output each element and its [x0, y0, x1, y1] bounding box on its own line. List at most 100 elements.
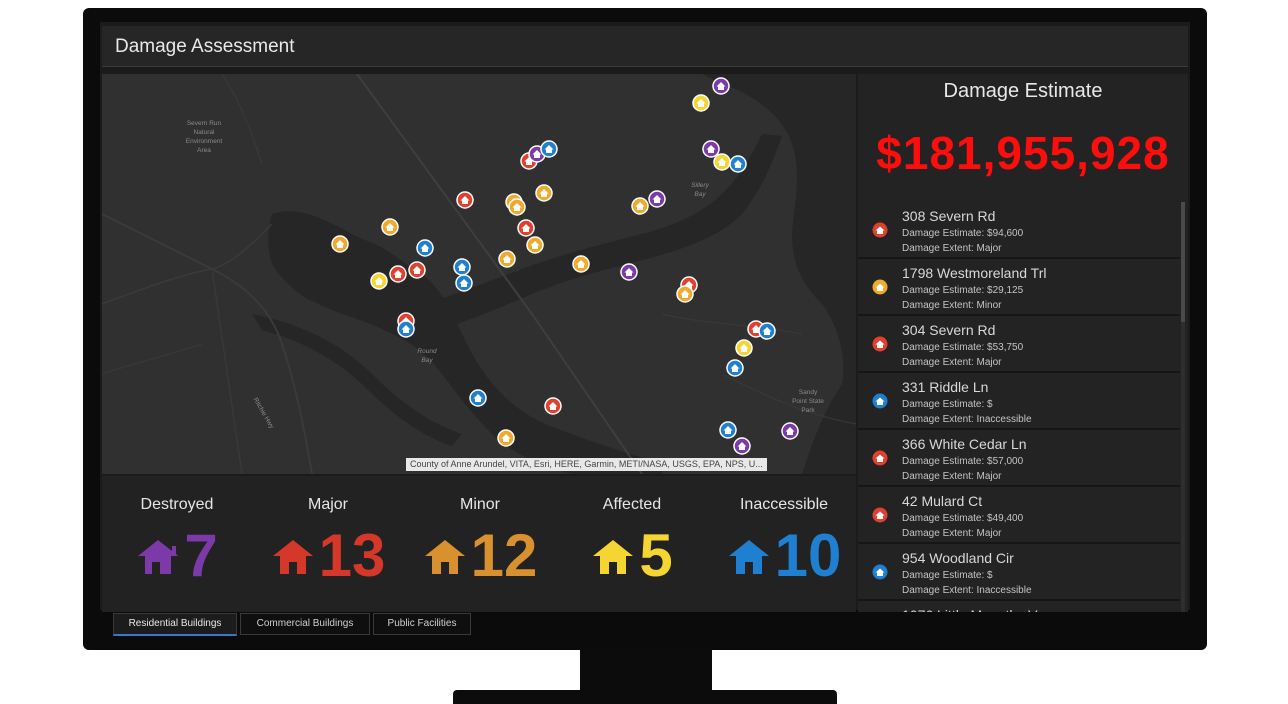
tab-public-facilities[interactable]: Public Facilities [373, 613, 471, 635]
list-item-address: 366 White Cedar Ln [902, 436, 1027, 452]
damage-marker-affected[interactable] [370, 272, 388, 290]
damage-marker-icon [872, 393, 888, 409]
damage-marker-inaccessible[interactable] [729, 155, 747, 173]
list-item-extent: Damage Extent: Major [902, 243, 1002, 254]
damage-marker-minor[interactable] [508, 198, 526, 216]
monitor-stand-neck [580, 648, 712, 692]
house-icon [272, 540, 313, 574]
app-title: Damage Assessment [115, 36, 295, 57]
damage-marker-minor[interactable] [631, 197, 649, 215]
damage-marker-inaccessible[interactable] [453, 258, 471, 276]
water-inlet [252, 314, 462, 446]
list-item-address: 42 Mulard Ct [902, 493, 983, 509]
stat-label: Affected [602, 496, 662, 513]
damage-marker-affected[interactable] [713, 153, 731, 171]
damage-marker-minor[interactable] [331, 235, 349, 253]
damage-marker-destroyed[interactable] [781, 422, 799, 440]
damage-marker-icon [872, 564, 888, 580]
damage-marker-inaccessible[interactable] [469, 389, 487, 407]
damage-marker-destroyed[interactable] [648, 190, 666, 208]
tab-residential-buildings[interactable]: Residential Buildings [113, 613, 237, 636]
list-item[interactable]: 1076 Little Magothy Vw [858, 601, 1180, 612]
stat-label: Minor [459, 496, 500, 513]
damage-marker-inaccessible[interactable] [397, 320, 415, 338]
list-item-address: 1076 Little Magothy Vw [902, 607, 1048, 612]
damage-marker-major[interactable] [544, 397, 562, 415]
damage-marker-affected[interactable] [735, 339, 753, 357]
damage-marker-minor[interactable] [676, 285, 694, 303]
monitor-stand-base [453, 690, 837, 704]
damage-marker-major[interactable] [389, 265, 407, 283]
damage-marker-inaccessible[interactable] [758, 322, 776, 340]
stat-count: 10 [774, 522, 842, 589]
damage-marker-minor[interactable] [526, 236, 544, 254]
list-item-extent: Damage Extent: Major [902, 528, 1002, 539]
stat-major: Major 13 [253, 476, 403, 612]
damage-marker-minor[interactable] [572, 255, 590, 273]
map-label: Environment [186, 138, 223, 145]
road-minor [211, 268, 243, 474]
list-item[interactable]: 308 Severn Rd Damage Estimate: $94,600 Dam… [858, 202, 1180, 259]
damage-marker-destroyed[interactable] [733, 437, 751, 455]
stat-count: 12 [470, 522, 538, 589]
damage-marker-affected[interactable] [692, 94, 710, 112]
list-item[interactable]: 954 Woodland Cir Damage Estimate: $ Damage… [858, 544, 1180, 601]
damage-marker-major[interactable] [517, 219, 535, 237]
stat-label: Destroyed [140, 496, 214, 513]
damage-marker-minor[interactable] [535, 184, 553, 202]
road-east [661, 313, 803, 335]
list-item-extent: Damage Extent: Major [902, 471, 1002, 482]
list-item-address: 331 Riddle Ln [902, 379, 989, 395]
stat-inaccessible: Inaccessible 10 [709, 476, 859, 612]
scrollbar-thumb[interactable] [1181, 202, 1185, 322]
damage-marker-destroyed[interactable] [702, 140, 720, 158]
stat-affected: Affected 5 [557, 476, 707, 612]
list-item-address: 308 Severn Rd [902, 208, 996, 224]
stat-label: Major [307, 496, 348, 513]
damage-marker-inaccessible[interactable] [726, 359, 744, 377]
damage-marker-minor[interactable] [497, 429, 515, 447]
damage-marker-icon [872, 450, 888, 466]
map-label: Ritchie Hwy [252, 397, 276, 431]
list-item[interactable]: 304 Severn Rd Damage Estimate: $53,750 Dam… [858, 316, 1180, 373]
list-item[interactable]: 366 White Cedar Ln Damage Estimate: $57,0… [858, 430, 1180, 487]
house-icon [593, 540, 634, 574]
stat-minor: Minor 12 [405, 476, 555, 612]
damage-marker-destroyed[interactable] [712, 77, 730, 95]
stat-count: 13 [318, 522, 386, 589]
list-item[interactable]: 331 Riddle Ln Damage Estimate: $ Damage Ex… [858, 373, 1180, 430]
list-item[interactable]: 42 Mulard Ct Damage Estimate: $49,400 Dama… [858, 487, 1180, 544]
tab-commercial-buildings[interactable]: Commercial Buildings [240, 613, 370, 635]
list-item-address: 954 Woodland Cir [902, 550, 1014, 566]
damage-marker-icon [872, 279, 888, 295]
water-channel [392, 134, 782, 332]
damage-marker-icon [872, 222, 888, 238]
damage-marker-minor[interactable] [498, 250, 516, 268]
map-label: Sillery [691, 182, 709, 189]
damage-marker-major[interactable] [408, 261, 426, 279]
app-header: Damage Assessment [102, 26, 1188, 67]
damage-marker-inaccessible[interactable] [540, 140, 558, 158]
damage-marker-major[interactable] [456, 191, 474, 209]
map-label: Point State [792, 398, 824, 405]
road-major [356, 74, 643, 474]
map-label: Area [197, 147, 211, 154]
road-local [102, 343, 203, 375]
damage-marker-inaccessible[interactable] [455, 274, 473, 292]
map-label: Bay [421, 357, 433, 364]
map-view[interactable]: Severn Run Natural Environment Area Roun… [102, 74, 856, 474]
damage-marker-inaccessible[interactable] [719, 421, 737, 439]
list-item-estimate: Damage Estimate: $29,125 [902, 285, 1024, 296]
damage-marker-destroyed[interactable] [620, 263, 638, 281]
list-item-estimate: Damage Estimate: $49,400 [902, 513, 1024, 524]
list-scrollbar[interactable] [1181, 202, 1185, 612]
damage-list[interactable]: 308 Severn Rd Damage Estimate: $94,600 Dam… [858, 202, 1180, 612]
list-item[interactable]: 1798 Westmoreland Trl Damage Estimate: $2… [858, 259, 1180, 316]
list-item-address: 304 Severn Rd [902, 322, 996, 338]
list-item-estimate: Damage Estimate: $ [902, 570, 993, 581]
damage-marker-inaccessible[interactable] [416, 239, 434, 257]
water-body [268, 211, 662, 474]
list-item-estimate: Damage Estimate: $94,600 [902, 228, 1024, 239]
damage-marker-minor[interactable] [381, 218, 399, 236]
house-icon [424, 540, 465, 574]
